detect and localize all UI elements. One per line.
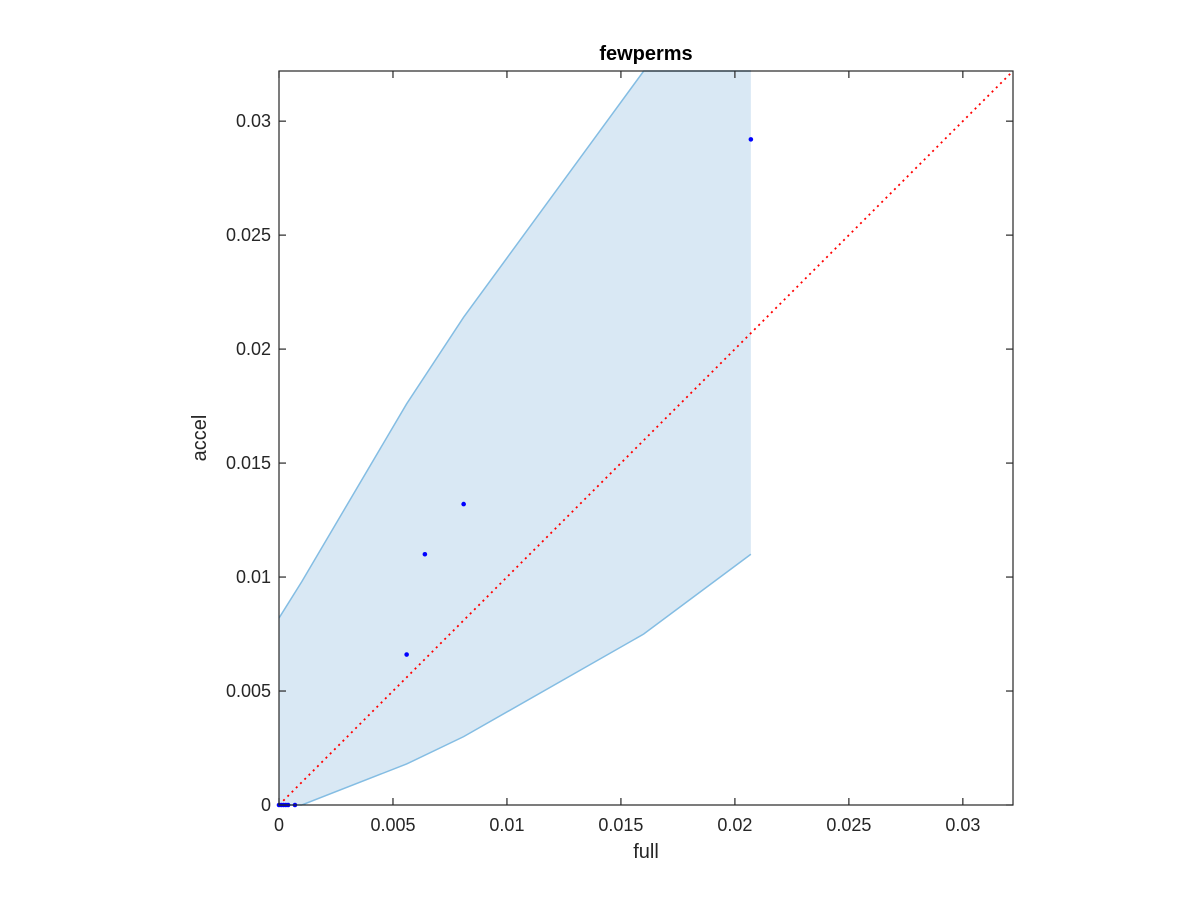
y-tick-label: 0.005 <box>226 681 271 701</box>
data-point <box>422 551 428 557</box>
y-tick-label: 0.025 <box>226 225 271 245</box>
y-tick-label: 0.03 <box>236 111 271 131</box>
data-point <box>404 652 409 657</box>
x-tick-label: 0.02 <box>717 815 752 835</box>
x-tick-label: 0.005 <box>370 815 415 835</box>
reference-line-layer <box>278 70 1014 806</box>
data-point <box>748 137 754 142</box>
x-tick-label: 0 <box>274 815 284 835</box>
x-tick-label: 0.01 <box>489 815 524 835</box>
confidence-band-fill <box>279 71 751 805</box>
y-axis-label: accel <box>189 415 211 462</box>
data-point <box>461 501 466 507</box>
identity-reference-line <box>278 70 1014 806</box>
x-tick-label: 0.025 <box>826 815 871 835</box>
y-axis-ticks: 0 0.005 0.01 0.015 0.02 0.025 0.03 <box>226 111 1013 815</box>
y-tick-label: 0.015 <box>226 453 271 473</box>
axes-box <box>278 70 1014 806</box>
x-tick-label: 0.03 <box>945 815 980 835</box>
chart-title: fewperms <box>599 43 692 65</box>
y-tick-label: 0.01 <box>236 567 271 587</box>
x-axis-ticks: 0 0.005 0.01 0.015 0.02 0.025 0.03 <box>274 71 980 835</box>
data-points-layer <box>276 137 754 808</box>
x-axis-label: full <box>633 841 659 863</box>
y-tick-label: 0.02 <box>236 339 271 359</box>
x-tick-label: 0.015 <box>598 815 643 835</box>
y-tick-label: 0 <box>261 795 271 815</box>
